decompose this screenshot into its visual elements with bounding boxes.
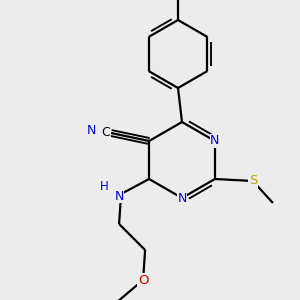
Text: N: N <box>86 124 96 136</box>
Text: H: H <box>100 179 109 193</box>
Text: N: N <box>114 190 124 202</box>
Text: C: C <box>102 125 110 139</box>
Text: N: N <box>210 134 220 148</box>
Text: N: N <box>177 191 187 205</box>
Text: O: O <box>138 274 148 286</box>
Text: S: S <box>249 175 257 188</box>
